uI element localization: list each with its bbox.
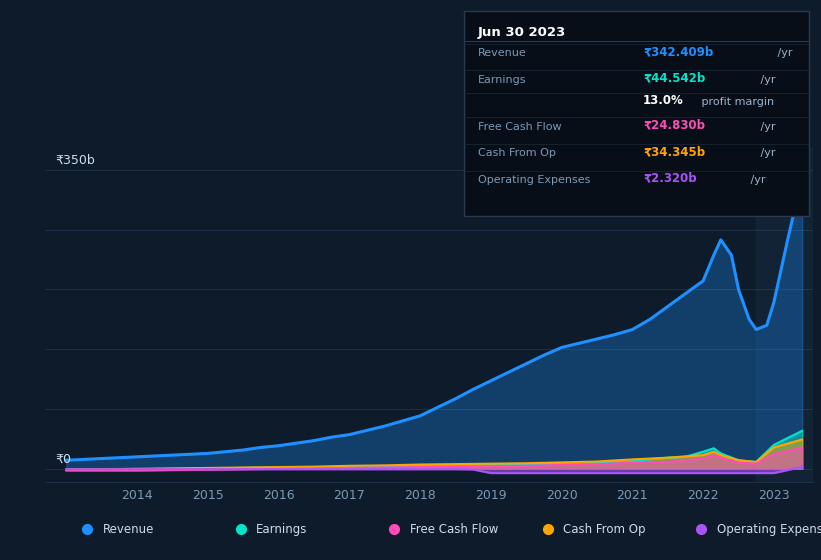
Text: Cash From Op: Cash From Op [478, 148, 556, 158]
Text: /yr: /yr [746, 175, 765, 185]
Text: Jun 30 2023: Jun 30 2023 [478, 26, 566, 39]
Text: Free Cash Flow: Free Cash Flow [410, 522, 498, 536]
Text: ₹2.320b: ₹2.320b [643, 172, 697, 185]
Text: Cash From Op: Cash From Op [563, 522, 646, 536]
Text: ₹0: ₹0 [56, 453, 71, 466]
Text: profit margin: profit margin [699, 97, 774, 108]
Bar [756, 148, 813, 482]
Text: ₹34.345b: ₹34.345b [643, 146, 705, 158]
Text: /yr: /yr [757, 122, 776, 132]
Text: Operating Expenses: Operating Expenses [717, 522, 821, 536]
Text: Revenue: Revenue [103, 522, 154, 536]
Text: ₹24.830b: ₹24.830b [643, 119, 705, 132]
Text: ₹44.542b: ₹44.542b [643, 72, 705, 85]
Text: /yr: /yr [774, 48, 793, 58]
Text: Operating Expenses: Operating Expenses [478, 175, 590, 185]
Text: Earnings: Earnings [478, 75, 526, 85]
Text: Free Cash Flow: Free Cash Flow [478, 122, 562, 132]
FancyBboxPatch shape [464, 11, 809, 216]
Text: Earnings: Earnings [256, 522, 308, 536]
Text: 13.0%: 13.0% [643, 94, 684, 108]
Text: Revenue: Revenue [478, 48, 526, 58]
Text: /yr: /yr [757, 148, 776, 158]
Text: ₹342.409b: ₹342.409b [643, 45, 713, 58]
Text: ₹350b: ₹350b [56, 154, 95, 167]
Text: /yr: /yr [757, 75, 776, 85]
